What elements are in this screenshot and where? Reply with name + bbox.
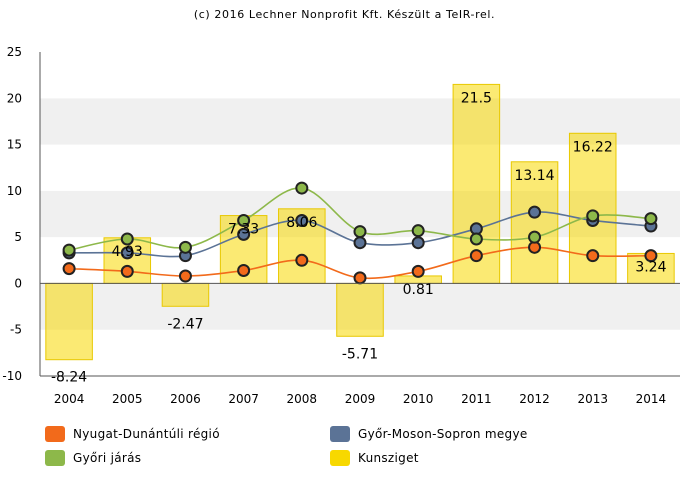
legend-swatch	[330, 426, 350, 442]
point-0-2010	[411, 264, 425, 278]
x-tick-label: 2012	[519, 392, 550, 406]
legend-label: Győr-Moson-Sopron megye	[358, 427, 528, 441]
y-tick-label: 0	[14, 276, 22, 290]
legend-swatch	[45, 450, 65, 466]
point-2-2004	[62, 243, 76, 257]
point-0-2014	[644, 249, 658, 263]
bar-value-label: 0.81	[403, 282, 434, 298]
x-tick-label: 2008	[287, 392, 318, 406]
legend-label: Nyugat-Dunántúli régió	[73, 427, 220, 441]
x-tick-label: 2007	[228, 392, 259, 406]
point-1-2012	[528, 205, 542, 219]
point-1-2008	[295, 213, 309, 227]
x-tick-label: 2006	[170, 392, 201, 406]
point-2-2009	[353, 225, 367, 239]
bar-value-label: 7.33	[228, 222, 259, 238]
x-tick-label: 2014	[636, 392, 667, 406]
point-1-2009	[353, 236, 367, 250]
legend-item: Győr-Moson-Sopron megye	[330, 426, 528, 442]
grid-band	[40, 329, 680, 376]
bar-value-label: 3.24	[635, 259, 666, 275]
x-tick-label: 2005	[112, 392, 143, 406]
bar-value-label: -8.24	[51, 370, 87, 386]
bar-value-label: -2.47	[167, 316, 203, 332]
legend-label: Kunsziget	[358, 451, 419, 465]
y-tick-label: 15	[7, 138, 22, 152]
point-1-2007	[237, 227, 251, 241]
point-0-2008	[295, 253, 309, 267]
bar-2012	[510, 161, 559, 284]
bar-value-label: -5.71	[342, 346, 378, 362]
y-tick-label: 10	[7, 184, 22, 198]
point-2-2005	[120, 232, 134, 246]
legend-item: Nyugat-Dunántúli régió	[45, 426, 220, 442]
legend-item: Kunsziget	[330, 450, 419, 466]
point-0-2007	[237, 263, 251, 277]
point-1-2010	[411, 236, 425, 250]
point-2-2006	[178, 240, 192, 254]
legend-item: Győri járás	[45, 450, 141, 466]
x-tick-label: 2009	[345, 392, 376, 406]
bar-value-label: 4.93	[112, 244, 143, 260]
point-0-2011	[469, 249, 483, 263]
point-2-2011	[469, 232, 483, 246]
legend-label: Győri járás	[73, 451, 142, 465]
grid-band	[40, 52, 680, 99]
point-2-2008	[295, 181, 309, 195]
point-0-2013	[586, 249, 600, 263]
y-tick-label: -5	[10, 323, 22, 337]
chart-credit: (c) 2016 Lechner Nonprofit Kft. Készült …	[193, 8, 496, 21]
point-0-2004	[62, 262, 76, 276]
point-1-2005	[120, 246, 134, 260]
legend-swatch	[330, 450, 350, 466]
point-2-2010	[411, 224, 425, 238]
legend-swatch	[45, 426, 65, 442]
x-tick-label: 2013	[577, 392, 608, 406]
bar-value-label: 16.22	[573, 139, 613, 155]
bar-2006	[161, 282, 210, 307]
point-0-2006	[178, 269, 192, 283]
bar-value-label: 8.06	[286, 215, 317, 231]
bar-2009	[336, 282, 384, 337]
x-tick-label: 2011	[461, 392, 492, 406]
y-tick-label: -10	[2, 369, 22, 383]
point-0-2009	[353, 271, 367, 285]
y-tick-label: 20	[7, 91, 22, 105]
point-2-2007	[237, 213, 251, 227]
bar-2004	[45, 282, 93, 361]
y-tick-label: 5	[14, 230, 22, 244]
point-0-2005	[120, 264, 134, 278]
point-2-2013	[586, 209, 600, 223]
y-tick-label: 25	[7, 45, 22, 59]
point-2-2012	[528, 230, 542, 244]
bar-value-label: 13.14	[514, 168, 554, 184]
chart-plot: -10 -5 0 5 10 15 20 25 2004 2005 2006 2007 2008 2009 2…	[2, 45, 680, 406]
point-2-2014	[644, 212, 658, 226]
x-tick-label: 2010	[403, 392, 434, 406]
x-tick-label: 2004	[54, 392, 85, 406]
bar-value-label: 21.5	[461, 90, 492, 106]
